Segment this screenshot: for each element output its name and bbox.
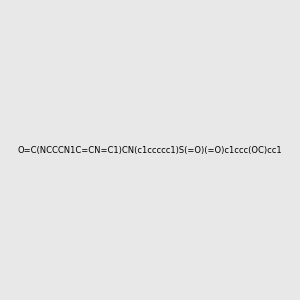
Text: O=C(NCCCN1C=CN=C1)CN(c1ccccc1)S(=O)(=O)c1ccc(OC)cc1: O=C(NCCCN1C=CN=C1)CN(c1ccccc1)S(=O)(=O)c… xyxy=(18,146,282,154)
